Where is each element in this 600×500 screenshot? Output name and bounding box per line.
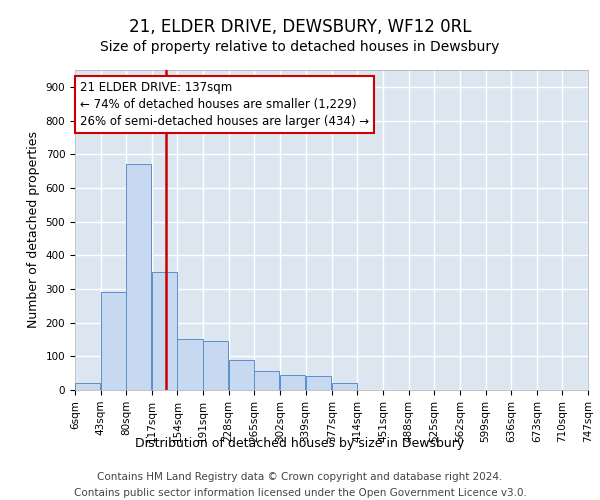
Bar (75, 384, 100, 390)
Bar (101, 292, 125, 390)
Bar (332, 384, 357, 390)
Bar (254, 372, 280, 390)
Bar (305, 376, 331, 390)
Text: Distribution of detached houses by size in Dewsbury: Distribution of detached houses by size … (136, 438, 464, 450)
Y-axis label: Number of detached properties: Number of detached properties (27, 132, 40, 328)
Bar (126, 164, 151, 390)
Text: 21, ELDER DRIVE, DEWSBURY, WF12 0RL: 21, ELDER DRIVE, DEWSBURY, WF12 0RL (129, 18, 471, 36)
Bar (178, 340, 203, 390)
Text: Size of property relative to detached houses in Dewsbury: Size of property relative to detached ho… (100, 40, 500, 54)
Bar (229, 360, 254, 390)
Text: Contains public sector information licensed under the Open Government Licence v3: Contains public sector information licen… (74, 488, 526, 498)
Text: Contains HM Land Registry data © Crown copyright and database right 2024.: Contains HM Land Registry data © Crown c… (97, 472, 503, 482)
Bar (280, 375, 305, 390)
Bar (152, 272, 177, 390)
Text: 21 ELDER DRIVE: 137sqm
← 74% of detached houses are smaller (1,229)
26% of semi-: 21 ELDER DRIVE: 137sqm ← 74% of detached… (80, 81, 369, 128)
Bar (203, 341, 228, 390)
